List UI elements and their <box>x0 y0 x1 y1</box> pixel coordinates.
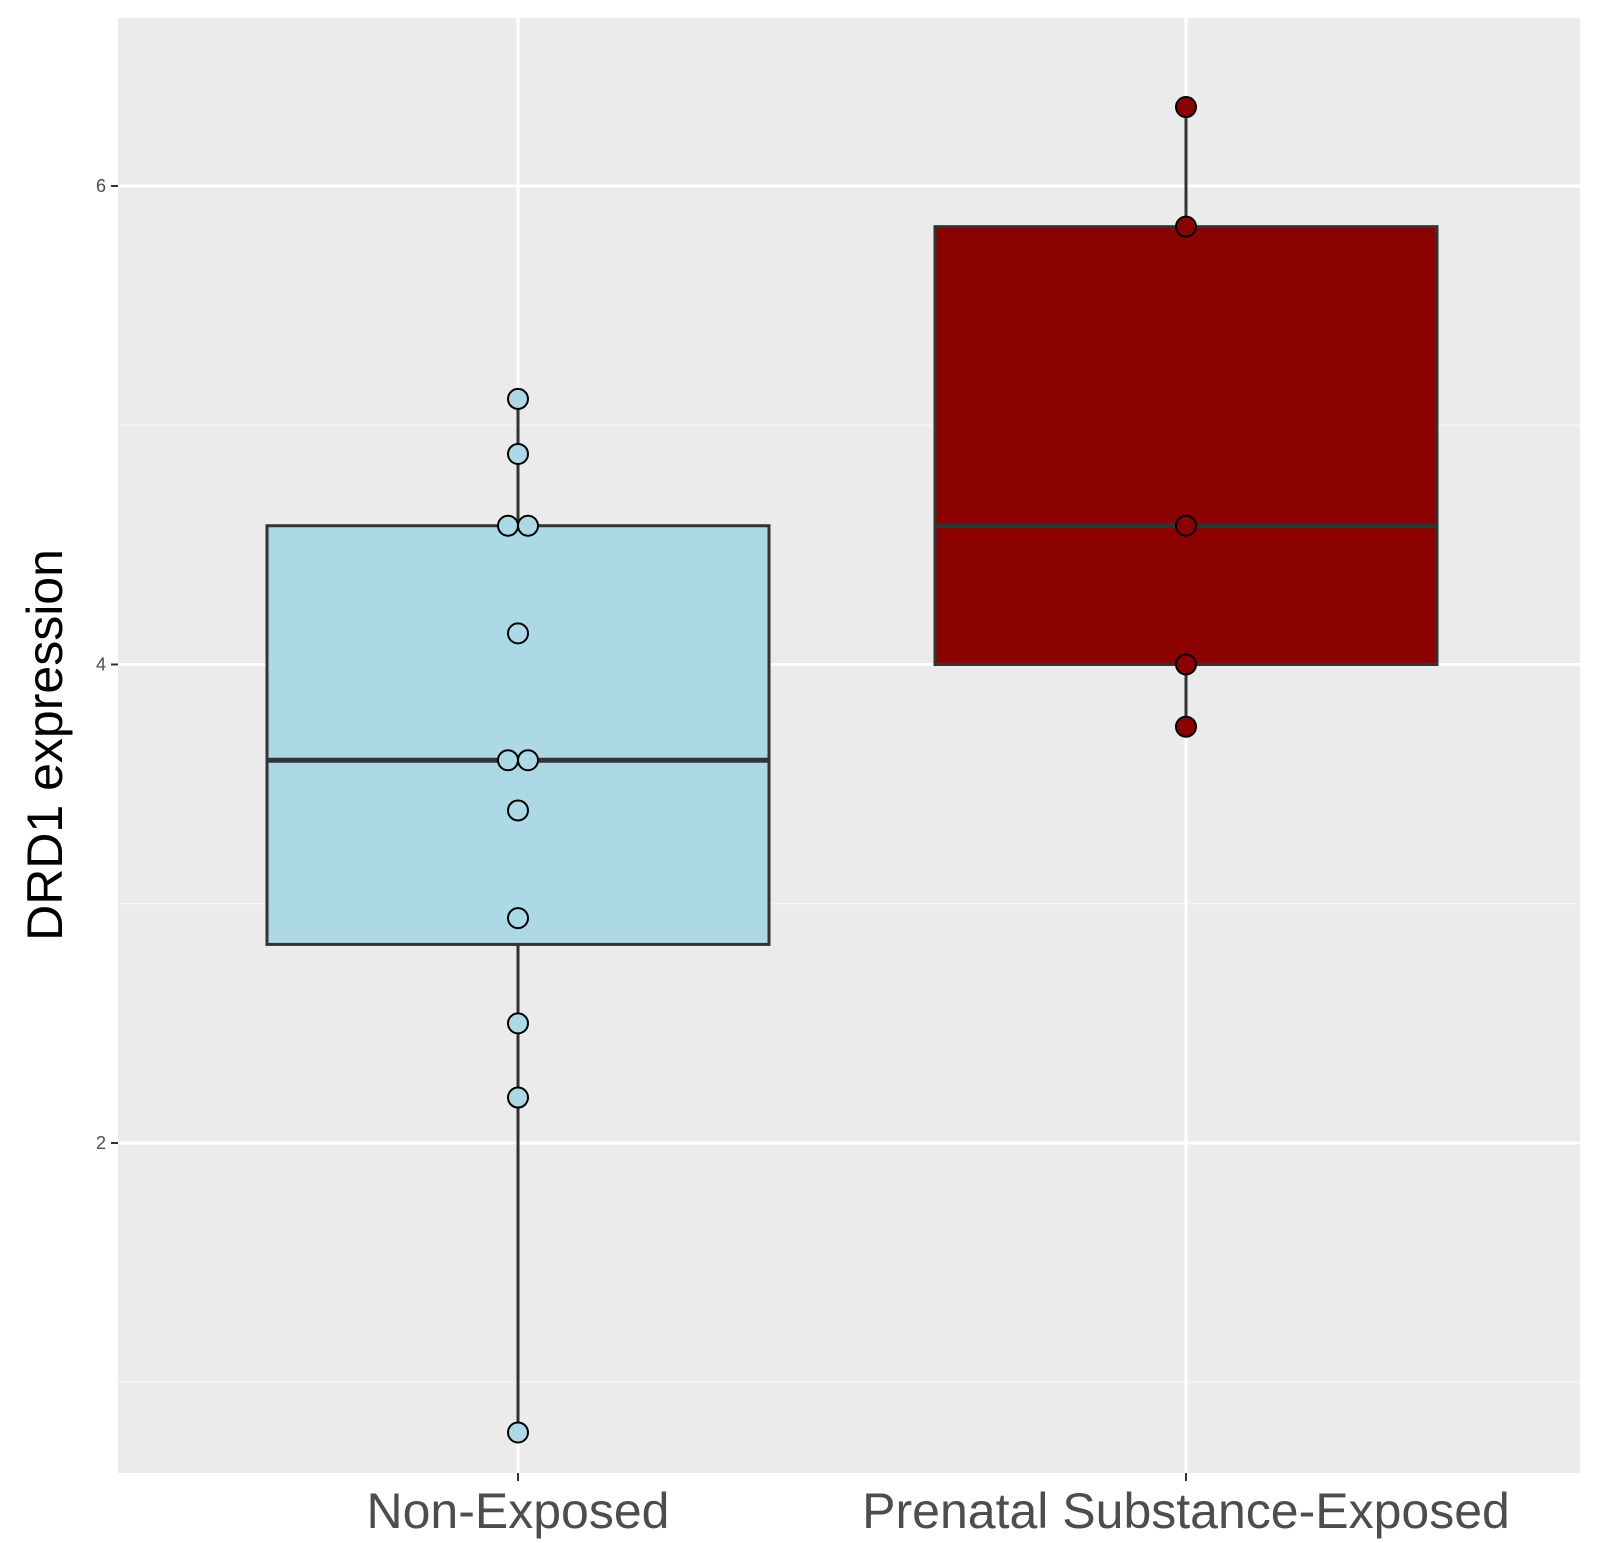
data-point <box>507 622 529 645</box>
data-point <box>507 442 529 465</box>
data-point <box>1175 514 1197 537</box>
data-point <box>1175 215 1197 238</box>
box-iqr <box>933 225 1439 667</box>
data-point <box>517 514 539 537</box>
data-point <box>507 1012 529 1035</box>
y-tick-label: 6 <box>96 176 106 196</box>
x-category-label: Non-Exposed <box>367 1483 670 1539</box>
box-group <box>265 398 771 1433</box>
data-point <box>507 1421 529 1444</box>
data-point <box>1175 653 1197 676</box>
x-category-label: Prenatal Substance-Exposed <box>862 1483 1510 1539</box>
data-point <box>1175 96 1197 119</box>
data-point <box>507 1086 529 1109</box>
x-axis: Non-Exposed Prenatal Substance-Exposed <box>367 1473 1510 1539</box>
y-axis-title: DRD1 expression <box>17 549 73 941</box>
boxes-layer <box>265 107 1439 1433</box>
data-point <box>497 749 519 772</box>
data-point <box>507 387 529 410</box>
data-point <box>1175 715 1197 738</box>
y-tick-label: 2 <box>96 1133 106 1153</box>
y-axis: 2 4 6 <box>96 176 118 1153</box>
y-tick-label: 4 <box>96 655 106 675</box>
data-point <box>507 799 529 822</box>
box-iqr <box>265 524 771 946</box>
data-point <box>507 907 529 930</box>
data-point <box>517 749 539 772</box>
data-point <box>497 514 519 537</box>
points-layer <box>497 96 1197 1444</box>
